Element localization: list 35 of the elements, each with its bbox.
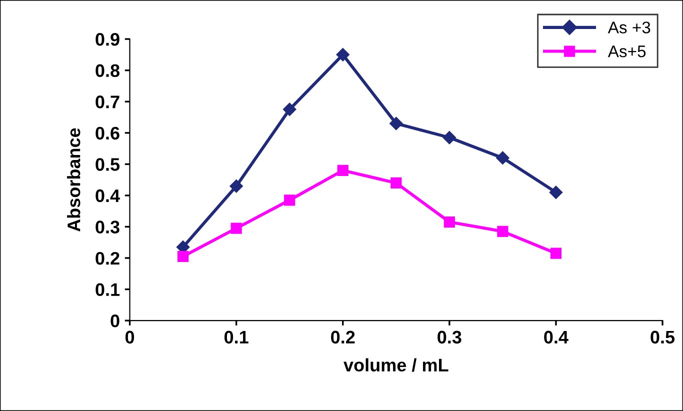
y-tick-label: 0: [110, 314, 120, 328]
point: [390, 177, 402, 188]
point: [496, 151, 510, 165]
x-tick-label: 0.4: [544, 330, 568, 344]
y-tick-label: 0.5: [96, 158, 120, 171]
point: [284, 194, 296, 206]
y-tick-label: 0.6: [96, 126, 120, 140]
legend-label: As+5: [608, 46, 646, 58]
point: [283, 102, 296, 116]
point: [497, 226, 508, 237]
y-axis-title: Absorbance: [67, 128, 80, 232]
point: [444, 216, 455, 228]
point: [390, 116, 403, 130]
y-tick-label: 0.7: [96, 96, 120, 108]
point: [230, 222, 242, 234]
x-tick-label: 0.1: [224, 330, 248, 344]
y-tick-label: 0.1: [96, 283, 120, 296]
y-tick-label: 0.9: [96, 32, 120, 46]
point: [177, 250, 189, 262]
point: [336, 48, 350, 62]
y-tick-label: 0.2: [96, 252, 120, 265]
x-tick-label: 0.3: [438, 330, 462, 344]
y-tick-label: 0.3: [96, 220, 120, 234]
point: [442, 130, 456, 144]
y-tick-label: 0.8: [96, 64, 120, 78]
point: [337, 164, 348, 176]
point: [230, 179, 243, 193]
x-tick-label: 0.5: [650, 330, 675, 344]
point: [550, 248, 562, 259]
x-tick-label: 0.2: [331, 330, 355, 344]
x-axis-title: volume / mL: [344, 358, 448, 372]
y-tick-label: 0.4: [96, 189, 120, 202]
legend-label: As +3: [608, 22, 650, 34]
point: [549, 186, 563, 199]
x-tick-label: 0: [125, 330, 134, 344]
